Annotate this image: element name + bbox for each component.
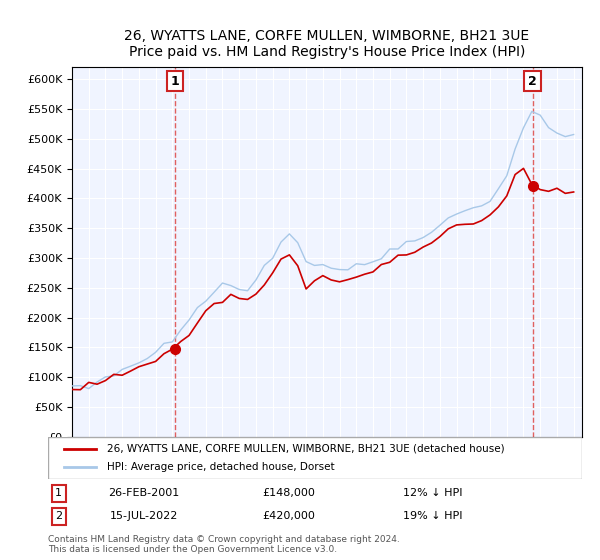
Text: £148,000: £148,000 bbox=[262, 488, 315, 498]
Text: 2: 2 bbox=[528, 74, 537, 87]
Text: 15-JUL-2022: 15-JUL-2022 bbox=[110, 511, 178, 521]
Text: 12% ↓ HPI: 12% ↓ HPI bbox=[403, 488, 462, 498]
Text: 1: 1 bbox=[170, 74, 179, 87]
Text: 19% ↓ HPI: 19% ↓ HPI bbox=[403, 511, 462, 521]
Text: Contains HM Land Registry data © Crown copyright and database right 2024.
This d: Contains HM Land Registry data © Crown c… bbox=[48, 535, 400, 554]
Text: 2: 2 bbox=[55, 511, 62, 521]
Text: 1: 1 bbox=[55, 488, 62, 498]
FancyBboxPatch shape bbox=[48, 437, 582, 479]
Text: £420,000: £420,000 bbox=[262, 511, 315, 521]
Title: 26, WYATTS LANE, CORFE MULLEN, WIMBORNE, BH21 3UE
Price paid vs. HM Land Registr: 26, WYATTS LANE, CORFE MULLEN, WIMBORNE,… bbox=[124, 29, 530, 59]
Text: HPI: Average price, detached house, Dorset: HPI: Average price, detached house, Dors… bbox=[107, 462, 334, 472]
Text: 26-FEB-2001: 26-FEB-2001 bbox=[109, 488, 180, 498]
Text: 26, WYATTS LANE, CORFE MULLEN, WIMBORNE, BH21 3UE (detached house): 26, WYATTS LANE, CORFE MULLEN, WIMBORNE,… bbox=[107, 444, 505, 454]
